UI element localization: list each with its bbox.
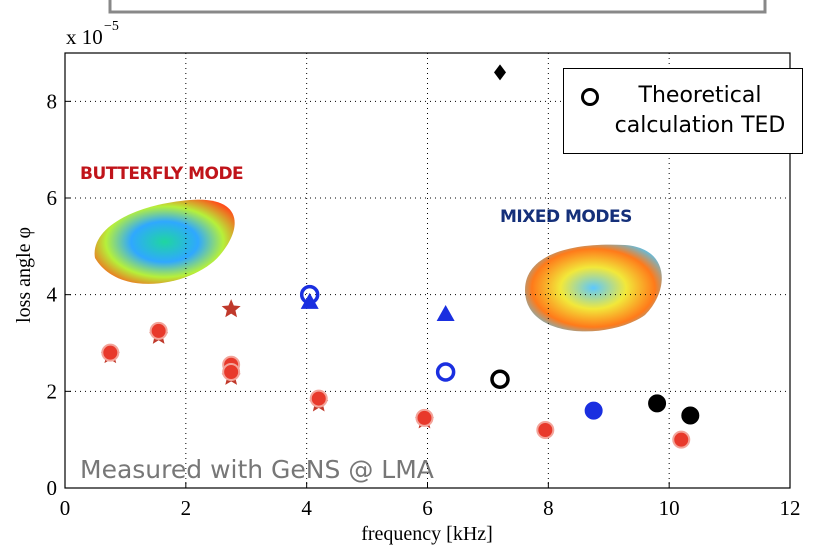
point <box>494 64 506 81</box>
y-tick-label: 0 <box>47 476 58 500</box>
frame <box>108 0 767 14</box>
legend-label: Theoretical calculation TED <box>614 83 786 138</box>
point <box>309 389 328 408</box>
annotation: Measured with GeNS @ LMA <box>80 455 434 484</box>
y-tick-label: 6 <box>47 186 58 210</box>
point <box>681 406 700 425</box>
scale-label: x 10 <box>66 25 103 49</box>
point <box>221 299 241 318</box>
point <box>149 321 168 340</box>
legend: Theoretical calculation TED <box>563 68 803 154</box>
annotation: BUTTERFLY MODE <box>80 164 243 184</box>
point <box>436 305 455 321</box>
x-tick-label: 2 <box>181 496 192 520</box>
mixed-mode-image <box>525 244 662 332</box>
x-tick-label: 6 <box>422 496 433 520</box>
point <box>101 343 120 362</box>
point <box>300 292 319 309</box>
legend-marker <box>581 88 599 106</box>
x-axis-label: frequency [kHz] <box>361 523 493 545</box>
butterfly-mode-image <box>94 199 235 284</box>
point <box>435 362 456 382</box>
x-tick-label: 4 <box>301 496 312 520</box>
x-tick-label: 0 <box>60 496 71 520</box>
x-tick-label: 12 <box>780 496 801 520</box>
point <box>584 401 603 420</box>
point <box>222 363 241 381</box>
point <box>648 394 667 413</box>
point <box>536 421 555 439</box>
scale-exponent: −5 <box>104 19 119 34</box>
x-tick-label: 10 <box>659 496 680 520</box>
y-tick-label: 2 <box>47 379 58 403</box>
point <box>672 430 691 449</box>
y-tick-label: 4 <box>47 283 58 307</box>
x-tick-label: 8 <box>543 496 554 520</box>
annotation: MIXED MODES <box>500 207 632 227</box>
point <box>490 369 510 389</box>
y-tick-label: 8 <box>47 89 58 113</box>
y-axis-label: loss angle φ <box>13 227 35 323</box>
point <box>415 408 434 427</box>
